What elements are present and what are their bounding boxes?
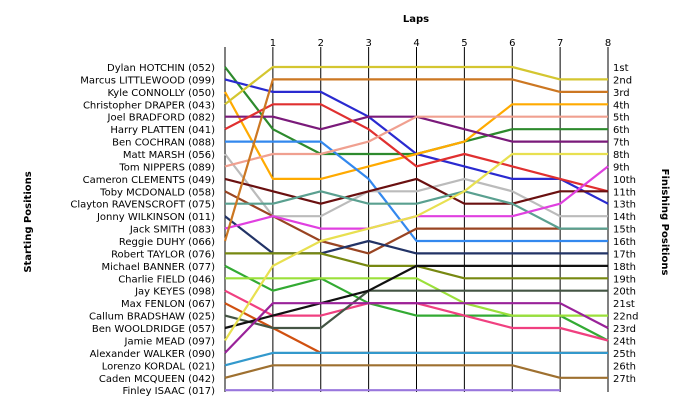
starting-position-label: Matt MARSH (056) bbox=[123, 150, 215, 161]
finishing-position-label: 27th bbox=[613, 374, 636, 385]
series-line bbox=[225, 140, 608, 243]
lap-tick-label: 4 bbox=[413, 38, 419, 49]
finishing-position-label: 16th bbox=[613, 237, 636, 248]
series-line bbox=[225, 277, 608, 317]
starting-position-label: Caden MCQUEEN (042) bbox=[99, 374, 215, 385]
starting-position-label: Kyle CONNOLLY (050) bbox=[107, 88, 215, 99]
finishing-position-label: 13th bbox=[613, 200, 636, 211]
starting-position-label: Christopher DRAPER (043) bbox=[83, 100, 215, 111]
starting-position-label: Alexander WALKER (090) bbox=[90, 349, 216, 360]
series-lines bbox=[223, 65, 609, 392]
starting-position-label: Callum BRADSHAW (025) bbox=[89, 312, 215, 323]
lap-tick-label: 5 bbox=[461, 38, 467, 49]
lap-tick-label: 2 bbox=[318, 38, 324, 49]
series-line bbox=[224, 177, 608, 205]
starting-position-label: Clayton RAVENSCROFT (075) bbox=[70, 200, 215, 211]
starting-position-label: Jack SMITH (083) bbox=[129, 225, 215, 236]
finishing-position-label: 9th bbox=[613, 162, 630, 173]
starting-position-label: Toby MCDONALD (058) bbox=[99, 187, 215, 198]
series-line bbox=[224, 289, 608, 330]
starting-position-labels: Dylan HOTCHIN (052)Marcus LITTLEWOOD (09… bbox=[70, 63, 215, 397]
lap-tick-labels: 1 2 3 4 5 6 7 8 bbox=[270, 38, 612, 49]
starting-position-label: Joel BRADFORD (082) bbox=[107, 113, 216, 124]
finishing-position-label: 1st bbox=[613, 63, 629, 74]
series-line bbox=[224, 91, 608, 180]
finishing-position-label: 7th bbox=[613, 138, 630, 149]
starting-position-label: Finley ISAAC (017) bbox=[123, 386, 216, 397]
finishing-position-label: 24th bbox=[613, 336, 636, 347]
finishing-position-label: 10th bbox=[613, 175, 636, 186]
series-line bbox=[224, 302, 609, 354]
x-axis-title: Laps bbox=[403, 14, 429, 25]
series-line bbox=[224, 65, 608, 106]
finishing-position-label: 20th bbox=[613, 287, 636, 298]
starting-position-label: Max FENLON (067) bbox=[121, 299, 215, 310]
starting-position-label: Michael BANNER (077) bbox=[102, 262, 216, 273]
finishing-position-label: 6th bbox=[613, 125, 630, 136]
starting-position-label: Robert TAYLOR (076) bbox=[111, 249, 215, 260]
finishing-position-label: 2nd bbox=[613, 75, 632, 86]
finishing-position-label: 8th bbox=[613, 150, 630, 161]
starting-position-label: Charlie FIELD (046) bbox=[118, 274, 215, 285]
starting-position-label: Ben WOOLDRIDGE (057) bbox=[92, 324, 215, 335]
finishing-position-label: 17th bbox=[613, 249, 636, 260]
series-line bbox=[224, 351, 608, 367]
series-line bbox=[224, 103, 609, 193]
finishing-position-labels: 1st2nd3rd4th5th6th7th8th9th10th11th13th1… bbox=[613, 63, 638, 385]
starting-position-label: Jamie MEAD (097) bbox=[124, 336, 216, 347]
starting-position-label: Jonny WILKINSON (011) bbox=[96, 212, 215, 223]
finishing-position-label: 26th bbox=[613, 361, 636, 372]
finishing-position-label: 5th bbox=[613, 113, 630, 124]
starting-position-label: Lorenzo KORDAL (021) bbox=[102, 361, 215, 372]
lap-tick-label: 1 bbox=[270, 38, 276, 49]
series-line bbox=[224, 115, 608, 168]
starting-position-label: Marcus LITTLEWOOD (099) bbox=[80, 75, 215, 86]
finishing-position-label: 19th bbox=[613, 274, 636, 285]
starting-position-label: Dylan HOTCHIN (052) bbox=[107, 63, 215, 74]
finishing-position-label: 22nd bbox=[613, 312, 638, 323]
series-line bbox=[225, 190, 608, 230]
finishing-position-label: 15th bbox=[613, 225, 636, 236]
lap-tick-label: 7 bbox=[557, 38, 563, 49]
series-line bbox=[224, 264, 608, 330]
finishing-position-label: 21st bbox=[613, 299, 635, 310]
right-axis-title: Finishing Positions bbox=[659, 169, 670, 276]
left-axis-title: Starting Positions bbox=[23, 171, 34, 272]
starting-position-label: Harry PLATTEN (041) bbox=[110, 125, 215, 136]
starting-position-label: Reggie DUHY (066) bbox=[119, 237, 215, 248]
lap-tick-label: 6 bbox=[509, 38, 515, 49]
starting-position-label: Cameron CLEMENTS (049) bbox=[83, 175, 215, 186]
finishing-position-label: 14th bbox=[613, 212, 636, 223]
finishing-position-label: 3rd bbox=[613, 88, 630, 99]
series-line bbox=[224, 152, 608, 342]
finishing-position-label: 25th bbox=[613, 349, 636, 360]
series-line bbox=[224, 190, 608, 255]
finishing-position-label: 23rd bbox=[613, 324, 636, 335]
lap-tick-label: 3 bbox=[365, 38, 371, 49]
finishing-position-label: 11th bbox=[613, 187, 636, 198]
starting-position-label: Ben COCHRAN (088) bbox=[112, 138, 215, 149]
series-line bbox=[224, 364, 608, 379]
starting-position-label: Tom NIPPERS (089) bbox=[118, 162, 215, 173]
finishing-position-label: 18th bbox=[613, 262, 636, 273]
series-line bbox=[223, 78, 608, 242]
lap-tick-label: 8 bbox=[605, 38, 611, 49]
starting-position-label: Jay KEYES (098) bbox=[134, 287, 215, 298]
finishing-position-label: 4th bbox=[613, 100, 630, 111]
